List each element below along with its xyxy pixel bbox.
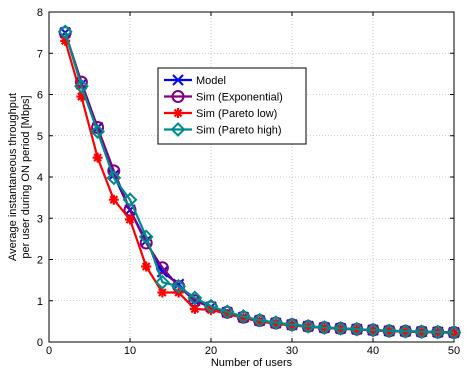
data-point-diamond-marker	[430, 324, 446, 340]
data-point-diamond-marker	[381, 323, 397, 339]
x-tick-label: 20	[205, 345, 217, 357]
x-tick-label: 40	[367, 345, 379, 357]
data-point-asterisk-marker	[238, 313, 249, 324]
data-point-asterisk-marker	[254, 316, 265, 327]
legend-item: Sim (Exponential)	[164, 90, 283, 104]
data-point-asterisk-marker	[125, 214, 135, 225]
data-point-diamond-marker	[268, 315, 284, 331]
data-point-diamond-marker	[57, 24, 73, 40]
data-point-asterisk-marker	[92, 152, 103, 163]
data-point-diamond-marker	[252, 312, 268, 328]
data-point-asterisk-marker	[270, 318, 281, 329]
y-axis-label-line-2: per user during ON period [Mbps]	[20, 95, 32, 258]
data-point-x-marker	[172, 74, 184, 86]
data-point-asterisk-marker	[108, 194, 119, 205]
x-tick-label: 0	[46, 345, 52, 357]
data-point-diamond-marker	[138, 229, 154, 245]
y-tick-label: 5	[37, 131, 43, 143]
legend-item: Sim (Pareto high)	[164, 122, 282, 137]
data-point-asterisk-marker	[449, 327, 459, 338]
data-point-diamond-marker	[235, 309, 251, 324]
series-layer	[57, 24, 462, 340]
data-point-diamond-marker	[106, 170, 122, 186]
data-point-asterisk-marker	[76, 91, 87, 102]
legend-label: Sim (Exponential)	[196, 92, 283, 104]
x-tick-label: 30	[286, 345, 298, 357]
y-axis-label-line-1: Average instantaneous throughput	[7, 93, 19, 261]
x-tick-label: 10	[124, 345, 136, 357]
legend-item: Sim (Pareto low)	[164, 108, 277, 120]
legend-label: Model	[196, 75, 226, 87]
y-tick-label: 3	[37, 213, 43, 225]
data-point-diamond-marker	[90, 124, 106, 140]
data-point-diamond-marker	[187, 290, 203, 306]
y-tick-label: 1	[37, 296, 43, 308]
data-point-asterisk-marker	[157, 287, 168, 298]
data-point-asterisk-marker	[222, 308, 233, 319]
data-point-diamond-marker	[414, 324, 430, 340]
data-point-asterisk-marker	[189, 304, 200, 314]
legend-item: Model	[164, 74, 226, 87]
y-tick-label: 2	[37, 255, 43, 267]
data-point-diamond-marker	[284, 317, 300, 333]
data-point-diamond-marker	[154, 274, 170, 290]
x-axis-label: Number of users	[211, 357, 293, 369]
y-tick-label: 8	[37, 7, 43, 19]
data-point-diamond-marker	[333, 320, 349, 336]
y-tick-label: 0	[37, 337, 43, 349]
data-point-diamond-marker	[446, 325, 462, 340]
axis-ticks: 0 10 20 30 40 50 0 1 2 3 4 5 6 7 8	[37, 7, 460, 357]
legend: Model Sim (Exponential) Sim (Pareto low) Si…	[157, 67, 307, 145]
data-point-diamond-marker	[203, 298, 219, 314]
data-point-diamond-marker	[316, 320, 332, 335]
data-point-diamond-marker	[122, 192, 138, 208]
data-point-diamond-marker	[365, 322, 381, 338]
y-tick-label: 7	[37, 48, 43, 60]
data-point-diamond-marker	[170, 122, 186, 137]
data-point-asterisk-marker	[206, 304, 216, 315]
y-tick-label: 6	[37, 90, 43, 102]
data-point-diamond-marker	[219, 304, 235, 320]
series-sim-pareto-high	[57, 24, 462, 340]
y-tick-label: 4	[37, 172, 43, 184]
data-point-diamond-marker	[73, 78, 89, 94]
series-line	[64, 31, 455, 334]
data-point-diamond-marker	[397, 323, 413, 339]
data-point-circle-marker	[171, 90, 185, 103]
x-tick-label: 50	[448, 345, 460, 357]
data-point-diamond-marker	[349, 321, 365, 337]
legend-label: Sim (Pareto low)	[196, 108, 277, 120]
legend-label: Sim (Pareto high)	[196, 125, 282, 137]
data-point-diamond-marker	[171, 278, 187, 294]
data-point-asterisk-marker	[60, 35, 71, 46]
data-point-diamond-marker	[300, 318, 316, 334]
data-point-asterisk-marker	[173, 108, 183, 118]
data-point-asterisk-marker	[141, 261, 152, 272]
grid	[49, 12, 454, 342]
